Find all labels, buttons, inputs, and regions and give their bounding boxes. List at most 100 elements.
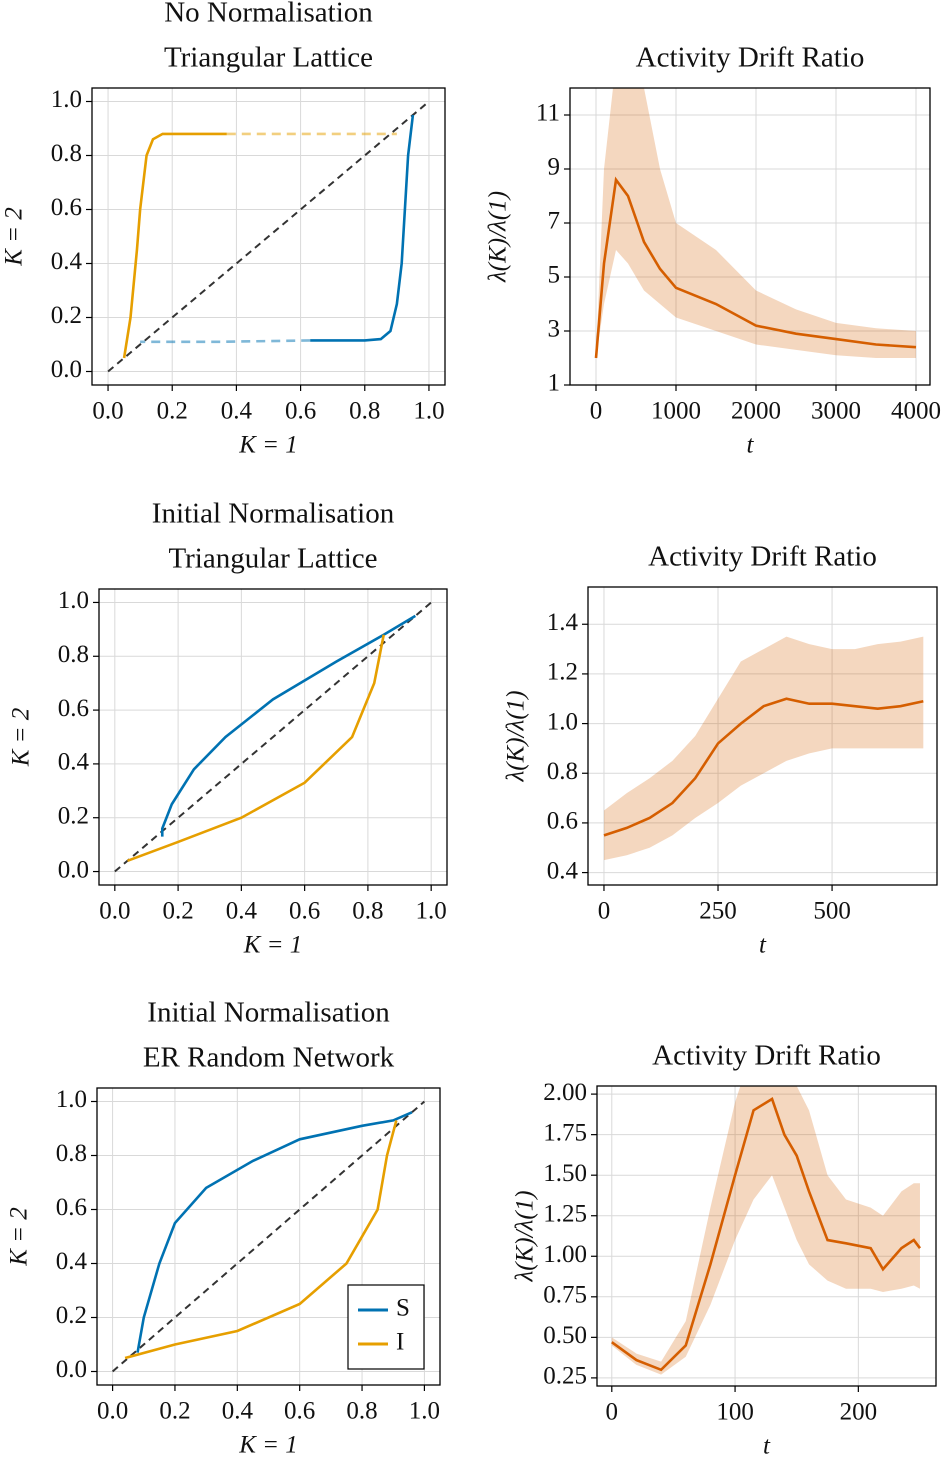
x-tick-label: 0.2 xyxy=(162,898,193,925)
x-axis-label: K = 1 xyxy=(238,432,298,459)
y-tick-label: 7 xyxy=(548,208,561,235)
series-line xyxy=(603,697,924,837)
frame xyxy=(98,588,448,886)
y-tick-label: 0.4 xyxy=(51,248,83,275)
frame xyxy=(596,1085,937,1387)
y-tick-label: 0.0 xyxy=(51,356,82,383)
y-tick-label: 0.4 xyxy=(58,749,90,776)
x-tick-label: 200 xyxy=(840,1399,878,1426)
x-tick-label: 2000 xyxy=(731,398,781,425)
y-tick-label: 1.50 xyxy=(543,1160,587,1187)
y-tick-label: 0.8 xyxy=(51,140,82,167)
series-line xyxy=(127,634,386,863)
chart-title: ER Random Network xyxy=(143,1042,395,1074)
y-tick-label: 0.6 xyxy=(547,808,578,835)
panel: 0.0 0.2 0.4 0.6 0.8 1.0 0.0 0.2 0.4 0.6 0.8 1.0 No N… xyxy=(1,0,446,459)
series-line xyxy=(594,176,917,359)
x-axis-label: t xyxy=(747,432,755,459)
plot-area xyxy=(107,100,430,373)
frame xyxy=(569,87,931,386)
y-tick-label: 0.0 xyxy=(56,1356,87,1383)
plot-area xyxy=(111,1100,426,1373)
y-tick-label: 0.50 xyxy=(543,1322,587,1349)
x-tick-label: 0.8 xyxy=(349,398,380,425)
y-axis-label: λ(K)/λ(1) xyxy=(512,1190,539,1282)
y-axis-label: K = 2 xyxy=(6,1207,33,1267)
chart-title: No Normalisation xyxy=(164,0,373,29)
y-tick-label: 0.4 xyxy=(56,1248,88,1275)
y-tick-label: 0.6 xyxy=(58,695,89,722)
chart-title: Initial Normalisation xyxy=(147,997,390,1029)
band xyxy=(603,636,924,861)
x-tick-label: 4000 xyxy=(891,398,941,425)
x-tick-label: 0 xyxy=(590,398,603,425)
legend-label: S xyxy=(396,1295,410,1322)
y-tick-label: 1.2 xyxy=(547,659,578,686)
plot-area xyxy=(611,1086,922,1375)
legend-box xyxy=(347,1284,425,1370)
y-tick-label: 0.0 xyxy=(58,856,89,883)
panel: 0 250 500 0.4 0.6 0.8 1.0 1.2 1.4 Activity Drift … xyxy=(503,541,938,959)
series-line xyxy=(124,1120,398,1360)
frame xyxy=(587,586,938,886)
y-tick-label: 0.2 xyxy=(51,302,82,329)
series-line xyxy=(611,1097,922,1372)
frame xyxy=(91,87,446,386)
panel: 0.0 0.2 0.4 0.6 0.8 1.0 0.0 0.2 0.4 0.6 0.8 1.0 Init… xyxy=(8,498,448,959)
y-tick-label: 1.0 xyxy=(58,587,89,614)
chart-title: Activity Drift Ratio xyxy=(636,42,865,74)
y-tick-label: 0.6 xyxy=(51,194,82,221)
plot-area xyxy=(594,88,917,359)
y-tick-label: 1.4 xyxy=(547,609,579,636)
diagonal xyxy=(111,1100,426,1373)
chart-title: Activity Drift Ratio xyxy=(652,1040,881,1072)
y-tick-label: 5 xyxy=(548,262,561,289)
x-tick-label: 0.8 xyxy=(346,1398,377,1425)
plot-area xyxy=(114,601,432,873)
y-tick-label: 0.8 xyxy=(58,641,89,668)
band xyxy=(596,88,916,358)
x-tick-label: 0.6 xyxy=(289,898,320,925)
x-tick-label: 0.4 xyxy=(221,398,253,425)
chart-title: Triangular Lattice xyxy=(168,543,377,575)
y-tick-label: 1.0 xyxy=(51,86,82,113)
x-tick-label: 1.0 xyxy=(409,1398,440,1425)
y-tick-label: 1.0 xyxy=(547,708,578,735)
y-tick-label: 0.25 xyxy=(543,1363,587,1390)
y-axis-label: K = 2 xyxy=(8,708,35,768)
y-axis-label: λ(K)/λ(1) xyxy=(503,690,530,782)
y-tick-label: 2.00 xyxy=(543,1079,587,1106)
y-tick-label: 1.25 xyxy=(543,1200,587,1227)
y-tick-label: 1 xyxy=(548,370,561,397)
frame xyxy=(96,1087,441,1386)
series-line xyxy=(310,114,415,342)
plot-area xyxy=(603,636,924,861)
series-line xyxy=(140,339,311,344)
y-tick-label: 0.2 xyxy=(58,802,89,829)
x-tick-label: 0.6 xyxy=(285,398,316,425)
series-line xyxy=(136,1111,413,1353)
x-tick-label: 0.6 xyxy=(284,1398,315,1425)
legend-label: I xyxy=(396,1329,404,1356)
x-axis-label: t xyxy=(759,932,767,959)
x-tick-label: 0.8 xyxy=(352,898,383,925)
x-tick-label: 0.0 xyxy=(97,1398,128,1425)
y-tick-label: 0.8 xyxy=(547,758,578,785)
y-tick-label: 0.75 xyxy=(543,1282,587,1309)
x-tick-label: 1.0 xyxy=(413,398,444,425)
x-axis-label: t xyxy=(763,1433,771,1460)
y-tick-label: 0.4 xyxy=(547,857,579,884)
chart-title: Initial Normalisation xyxy=(152,498,395,530)
x-tick-label: 1000 xyxy=(651,398,701,425)
x-tick-label: 500 xyxy=(813,898,851,925)
x-axis-label: K = 1 xyxy=(238,1432,298,1459)
y-tick-label: 1.75 xyxy=(543,1119,587,1146)
diagonal xyxy=(107,100,430,373)
x-tick-label: 0.0 xyxy=(92,398,123,425)
x-tick-label: 0.2 xyxy=(159,1398,190,1425)
panel: 0.0 0.2 0.4 0.6 0.8 1.0 0.0 0.2 0.4 0.6 0.8 1.0 Init… xyxy=(6,997,441,1459)
y-tick-label: 0.8 xyxy=(56,1140,87,1167)
y-tick-label: 0.2 xyxy=(56,1302,87,1329)
y-axis-label: K = 2 xyxy=(1,207,28,267)
